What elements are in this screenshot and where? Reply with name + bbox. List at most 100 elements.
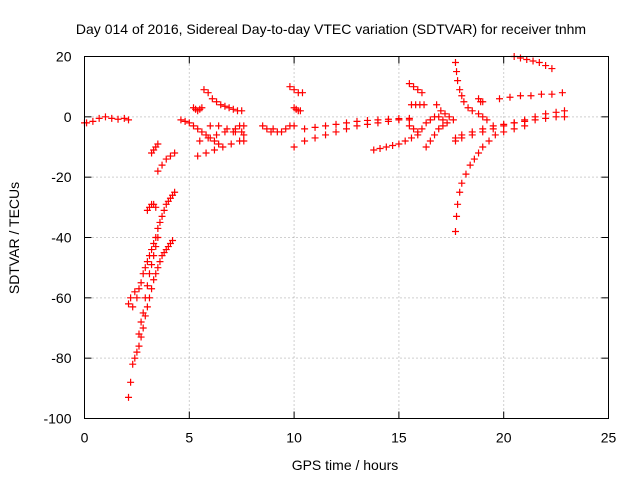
data-point xyxy=(240,137,248,145)
series-arc-18 xyxy=(286,83,306,97)
data-point xyxy=(131,288,139,296)
data-point xyxy=(89,117,97,125)
x-tick-label: 25 xyxy=(601,430,617,446)
data-point xyxy=(426,137,434,145)
data-point xyxy=(139,309,147,317)
data-point xyxy=(204,89,212,97)
series-arc-21 xyxy=(301,114,413,133)
data-point xyxy=(231,125,239,133)
data-point xyxy=(139,270,147,278)
data-point xyxy=(548,65,556,73)
data-point xyxy=(405,122,413,130)
data-point xyxy=(418,89,426,97)
data-point xyxy=(206,122,214,130)
data-point xyxy=(181,117,189,125)
data-point xyxy=(154,224,162,232)
data-point xyxy=(470,155,478,163)
data-point xyxy=(150,276,158,284)
data-point xyxy=(431,131,439,139)
data-point xyxy=(468,107,476,115)
data-point xyxy=(420,101,428,109)
data-point xyxy=(460,98,468,106)
data-point xyxy=(542,62,550,70)
data-point xyxy=(143,258,151,266)
data-point xyxy=(204,134,212,142)
data-point xyxy=(269,125,277,133)
data-point xyxy=(171,188,179,196)
data-point xyxy=(238,107,246,115)
data-point xyxy=(332,128,340,136)
axis-ticks: 0 5 10 15 20 25 -100 -80 -60 -40 -20 0 20 xyxy=(43,49,616,446)
y-axis-label: SDTVAR / TECUs xyxy=(6,182,22,294)
data-point xyxy=(290,143,298,151)
series-arc-33 xyxy=(475,95,487,106)
series-arc-29 xyxy=(451,59,491,124)
data-point xyxy=(194,125,202,133)
data-point xyxy=(311,123,319,131)
data-point xyxy=(166,152,174,160)
data-point xyxy=(148,285,156,293)
data-point xyxy=(127,294,135,302)
series-arc-15 xyxy=(231,122,248,133)
data-point xyxy=(353,117,361,125)
data-point xyxy=(483,116,491,124)
data-point xyxy=(489,122,497,130)
y-tick-label: -80 xyxy=(51,350,71,366)
data-point xyxy=(229,105,237,113)
data-point xyxy=(202,149,210,157)
series-arc-08 xyxy=(154,149,179,175)
data-point xyxy=(475,149,483,157)
data-point xyxy=(152,270,160,278)
data-point xyxy=(156,218,164,226)
data-point xyxy=(240,131,248,139)
data-point xyxy=(441,110,449,118)
data-point xyxy=(496,95,504,103)
data-point xyxy=(456,188,464,196)
series-arc-10 xyxy=(189,104,206,115)
data-point xyxy=(558,89,566,97)
data-point xyxy=(129,303,137,311)
series-arc-12 xyxy=(194,137,248,160)
data-point xyxy=(152,243,160,251)
data-point xyxy=(422,143,430,151)
data-point xyxy=(143,282,151,290)
data-point xyxy=(418,125,426,133)
data-point xyxy=(422,119,430,127)
data-point xyxy=(560,107,568,115)
data-point xyxy=(414,86,422,94)
data-point xyxy=(506,93,514,101)
data-point xyxy=(363,116,371,124)
data-point xyxy=(458,131,466,139)
data-point xyxy=(433,101,441,109)
data-point xyxy=(516,54,524,62)
data-point xyxy=(322,131,330,139)
data-point xyxy=(468,128,476,136)
x-tick-label: 0 xyxy=(81,430,89,446)
data-point xyxy=(198,104,206,112)
series-arc-17 xyxy=(269,122,298,136)
data-point xyxy=(449,116,457,124)
data-point xyxy=(548,90,556,98)
data-point xyxy=(475,110,483,118)
data-point xyxy=(542,114,550,122)
data-point xyxy=(516,92,524,100)
data-point xyxy=(143,303,151,311)
data-point xyxy=(225,104,233,112)
data-point xyxy=(500,120,508,128)
data-point xyxy=(158,212,166,220)
data-point xyxy=(148,246,156,254)
data-point xyxy=(445,113,453,121)
data-point xyxy=(215,122,223,130)
series-arc-26 xyxy=(422,119,451,151)
data-point xyxy=(479,113,487,121)
data-point xyxy=(464,104,472,112)
data-point xyxy=(374,116,382,124)
y-tick-label: 0 xyxy=(64,109,72,125)
data-point xyxy=(407,134,415,142)
data-point xyxy=(343,125,350,133)
data-point xyxy=(210,137,218,145)
data-point xyxy=(125,116,133,124)
data-point xyxy=(290,86,298,94)
